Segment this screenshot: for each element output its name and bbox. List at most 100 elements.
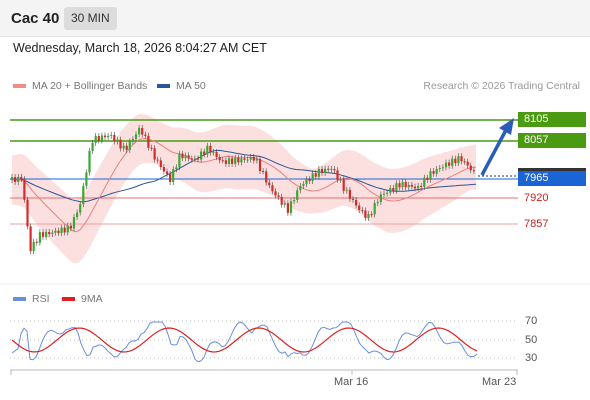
- candle-body: [66, 225, 69, 233]
- candle-body: [324, 168, 327, 173]
- candle-body: [277, 195, 280, 197]
- candle-body: [271, 185, 274, 192]
- candle-body: [289, 201, 293, 213]
- candle-body: [410, 184, 413, 187]
- candle-body: [221, 160, 224, 162]
- candle-body: [60, 227, 63, 234]
- candle-body: [122, 145, 125, 149]
- rsi-ma-swatch-icon: [62, 297, 75, 301]
- candle-body: [206, 145, 209, 155]
- support-1-label: 7920: [524, 192, 549, 204]
- candle-body: [274, 191, 277, 196]
- candle-body: [193, 158, 196, 160]
- candle-body: [345, 189, 348, 191]
- candle-body: [457, 156, 460, 164]
- candle-body: [141, 127, 144, 135]
- candle-body: [63, 227, 66, 233]
- bollinger-band: [12, 113, 476, 264]
- candle-body: [91, 142, 94, 151]
- candle-body: [401, 181, 404, 188]
- candle-body: [386, 192, 389, 194]
- candle-body: [134, 134, 138, 140]
- candle-body: [407, 184, 410, 188]
- candle-body: [438, 168, 441, 170]
- candle-body: [54, 230, 57, 233]
- ma50-line: [12, 149, 477, 203]
- candle-body: [178, 153, 181, 168]
- candle-body: [361, 210, 364, 212]
- candle-body: [448, 162, 451, 166]
- interval-button[interactable]: 30 MIN: [64, 7, 117, 30]
- candle-body: [203, 151, 206, 155]
- candle-body: [38, 232, 41, 243]
- candle-body: [103, 135, 107, 138]
- candle-body: [299, 186, 302, 191]
- ma20-line: [11, 138, 477, 233]
- candle-body: [265, 171, 268, 183]
- candle-body: [432, 171, 435, 174]
- candle-body: [184, 155, 187, 159]
- candle-body: [116, 139, 119, 142]
- candle-body: [364, 210, 367, 218]
- support-2-label: 7857: [524, 218, 549, 230]
- candle-body: [255, 158, 258, 161]
- candle-body: [311, 173, 314, 181]
- candle-body: [35, 241, 38, 243]
- rsi-level-70: 70: [525, 315, 538, 327]
- candle-body: [51, 232, 54, 235]
- forecast-arrow: [480, 129, 508, 176]
- candle-body: [252, 156, 255, 161]
- candle-body: [243, 158, 246, 160]
- candle-body: [429, 171, 432, 180]
- candle-body: [367, 214, 370, 218]
- ma50-swatch-icon: [157, 84, 170, 88]
- candle-body: [172, 169, 175, 182]
- candle-body: [41, 232, 45, 237]
- resistance-1-label: 8105: [518, 112, 586, 127]
- candle-body: [215, 152, 218, 158]
- candle-body: [79, 204, 82, 213]
- candle-body: [392, 187, 395, 191]
- candle-body: [231, 158, 234, 164]
- candle-body: [234, 157, 237, 164]
- candle-body: [138, 127, 141, 135]
- candle-body: [314, 173, 317, 177]
- rsi-ma-line: [11, 327, 478, 353]
- candle-body: [17, 176, 20, 182]
- chart-header: Cac 40 30 MIN: [0, 0, 590, 37]
- rsi-swatch-icon: [13, 297, 26, 301]
- candle-body: [398, 183, 401, 188]
- candle-body: [262, 170, 265, 172]
- x-label-mar23: Mar 23: [482, 376, 517, 388]
- rsi-level-30: 30: [525, 352, 538, 364]
- candle-body: [258, 158, 262, 171]
- candle-body: [159, 160, 162, 168]
- forecast-arrow-head-icon: [499, 118, 514, 135]
- candle-body: [320, 169, 324, 173]
- ma20-swatch-icon: [13, 84, 26, 88]
- candle-body: [454, 158, 457, 164]
- candle-body: [379, 194, 382, 203]
- candle-body: [333, 169, 336, 171]
- candle-body: [355, 199, 358, 206]
- candle-body: [196, 158, 200, 160]
- candle-body: [240, 158, 243, 163]
- candle-body: [444, 162, 448, 168]
- legend-rsi-ma-label: 9MA: [81, 293, 103, 305]
- candle-body: [351, 198, 355, 200]
- legend-rsi: RSI: [13, 293, 50, 305]
- candle-body: [110, 134, 113, 136]
- candle-body: [113, 134, 116, 142]
- candle-body: [209, 145, 212, 153]
- x-label-mar16: Mar 16: [334, 376, 369, 388]
- candle-body: [451, 158, 454, 166]
- candle-body: [32, 241, 35, 252]
- candle-body: [348, 189, 351, 199]
- candles-group: [10, 124, 475, 255]
- candle-body: [97, 136, 100, 141]
- candle-body: [435, 169, 438, 174]
- symbol-title: Cac 40: [11, 10, 60, 27]
- candle-body: [224, 160, 227, 164]
- candle-body: [29, 226, 32, 252]
